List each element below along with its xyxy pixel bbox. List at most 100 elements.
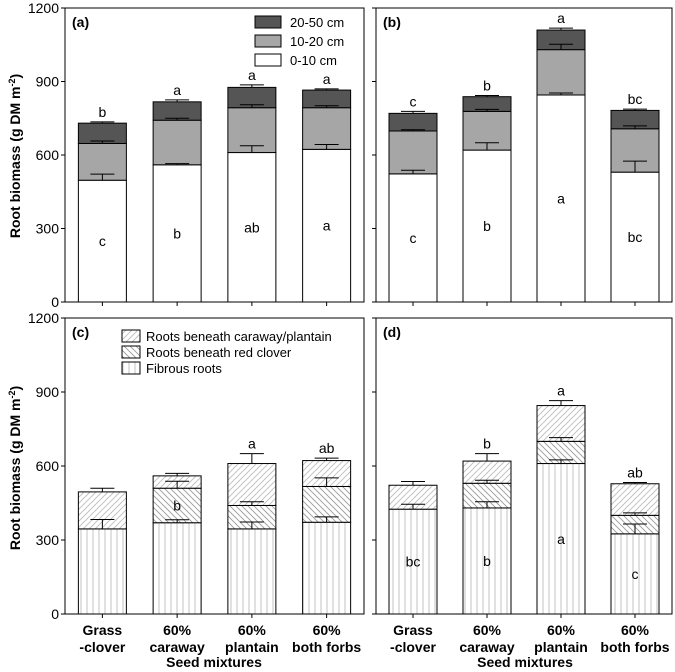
significance-letter: b bbox=[173, 225, 181, 241]
panel-tag: (b) bbox=[383, 14, 401, 30]
x-tick-label-line1: 60% bbox=[547, 622, 576, 638]
bar-white bbox=[388, 173, 438, 303]
bar-lightgray bbox=[388, 130, 438, 175]
panel-c: 03006009001200Grass-clover60%caraway60%p… bbox=[28, 310, 365, 655]
panel-d: Grass-clover60%caraway60%plantain60%both… bbox=[372, 317, 673, 655]
y-tick-label: 300 bbox=[36, 221, 60, 237]
legend-label: Fibrous roots bbox=[146, 361, 222, 376]
significance-letter: c bbox=[410, 93, 417, 109]
x-tick-label-line2: both forbs bbox=[600, 639, 669, 655]
bar-white bbox=[77, 179, 127, 303]
bar-vertical bbox=[536, 463, 586, 615]
y-tick-label: 1200 bbox=[28, 0, 59, 16]
significance-letter: a bbox=[248, 436, 256, 452]
bar-lightgray bbox=[536, 49, 586, 96]
legend-swatch bbox=[254, 53, 282, 67]
significance-letter: b bbox=[483, 553, 491, 569]
x-axis-title-left: Seed mixtures bbox=[166, 654, 262, 670]
bar-lightgray bbox=[227, 107, 277, 154]
y-axis-title-close: ) bbox=[7, 74, 23, 79]
bar-white bbox=[462, 149, 512, 303]
bar-white bbox=[152, 164, 202, 303]
significance-letter: c bbox=[99, 233, 106, 249]
significance-letter: a bbox=[173, 82, 181, 98]
significance-letter: bc bbox=[628, 91, 643, 107]
significance-letter: a bbox=[248, 67, 256, 83]
legend-label: 0-10 cm bbox=[290, 53, 337, 68]
bar-slash bbox=[227, 463, 277, 506]
significance-letter: b bbox=[483, 436, 491, 452]
legend-swatch bbox=[254, 15, 282, 29]
significance-letter: bc bbox=[406, 554, 421, 570]
x-axis-title-right: Seed mixtures bbox=[477, 654, 573, 670]
panel-tag: (d) bbox=[383, 324, 401, 340]
y-axis-title-close: ) bbox=[7, 386, 23, 391]
significance-letter: b bbox=[483, 218, 491, 234]
bar-vertical bbox=[77, 528, 127, 615]
y-axis-title-top: Root biomass (g DM m-2) bbox=[7, 74, 23, 238]
bar-darkgray bbox=[152, 101, 202, 121]
significance-letter: ab bbox=[627, 465, 643, 481]
x-tick-label-line1: 60% bbox=[313, 622, 342, 638]
y-axis-title-sup: -2 bbox=[7, 78, 17, 86]
y-axis-title-text: Root biomass (g DM m bbox=[7, 87, 23, 239]
bar-white bbox=[302, 148, 352, 303]
significance-letter: c bbox=[632, 566, 639, 582]
y-tick-label: 600 bbox=[36, 147, 60, 163]
y-tick-label: 300 bbox=[36, 532, 60, 548]
y-tick-label: 1200 bbox=[28, 310, 59, 326]
bar-lightgray bbox=[152, 119, 202, 166]
significance-letter: c bbox=[410, 230, 417, 246]
bar-darkgray bbox=[77, 122, 127, 144]
significance-letter: b bbox=[173, 497, 181, 513]
bar-vertical bbox=[152, 522, 202, 615]
x-tick-label-line2: -clover bbox=[390, 639, 436, 655]
bar-white bbox=[536, 94, 586, 303]
y-tick-label: 600 bbox=[36, 458, 60, 474]
bar-white bbox=[610, 171, 660, 303]
bar-darkgray bbox=[388, 112, 438, 132]
legend: 20-50 cm 10-20 cm 0-10 cm bbox=[254, 15, 344, 68]
bar-vertical bbox=[302, 521, 352, 615]
significance-letter: a bbox=[323, 71, 331, 87]
y-axis-title-text: Root biomass (g DM m bbox=[7, 399, 23, 551]
legend-swatch bbox=[121, 345, 141, 359]
bar-vertical bbox=[462, 507, 512, 615]
significance-letter: a bbox=[557, 10, 565, 26]
x-tick-label-line2: plantain bbox=[225, 639, 279, 655]
bar-vertical bbox=[227, 528, 277, 615]
x-tick-label-line1: Grass bbox=[83, 622, 123, 638]
x-tick-label-line1: 60% bbox=[238, 622, 267, 638]
x-tick-label-line1: 60% bbox=[473, 622, 502, 638]
x-tick-label-line2: plantain bbox=[534, 639, 588, 655]
legend-label: Roots beneath red clover bbox=[146, 345, 292, 360]
bar-lightgray bbox=[302, 107, 352, 150]
y-tick-label: 0 bbox=[51, 606, 59, 622]
legend-label: 10-20 cm bbox=[290, 34, 344, 49]
significance-letter: b bbox=[98, 104, 106, 120]
bar-slash bbox=[610, 483, 660, 516]
significance-letter: a bbox=[557, 383, 565, 399]
bar-slash bbox=[536, 405, 586, 442]
significance-letter: ab bbox=[319, 440, 335, 456]
legend-label: Roots beneath caraway/plantain bbox=[146, 329, 332, 344]
bar-darkgray bbox=[302, 89, 352, 109]
x-tick-label-line1: Grass bbox=[393, 622, 433, 638]
y-tick-label: 0 bbox=[51, 294, 59, 310]
x-tick-label-line1: 60% bbox=[621, 622, 650, 638]
x-tick-label-line2: -clover bbox=[79, 639, 125, 655]
panel-tag: (c) bbox=[72, 324, 89, 340]
legend-swatch bbox=[121, 361, 141, 375]
x-tick-label-line2: caraway bbox=[149, 639, 204, 655]
y-axis-title-bottom: Root biomass (g DM m-2) bbox=[7, 386, 23, 550]
significance-letter: a bbox=[557, 531, 565, 547]
panel-tag: (a) bbox=[72, 14, 89, 30]
significance-letter: bc bbox=[628, 229, 643, 245]
significance-letter: ab bbox=[244, 219, 260, 235]
significance-letter: a bbox=[557, 190, 565, 206]
y-tick-label: 900 bbox=[36, 74, 60, 90]
